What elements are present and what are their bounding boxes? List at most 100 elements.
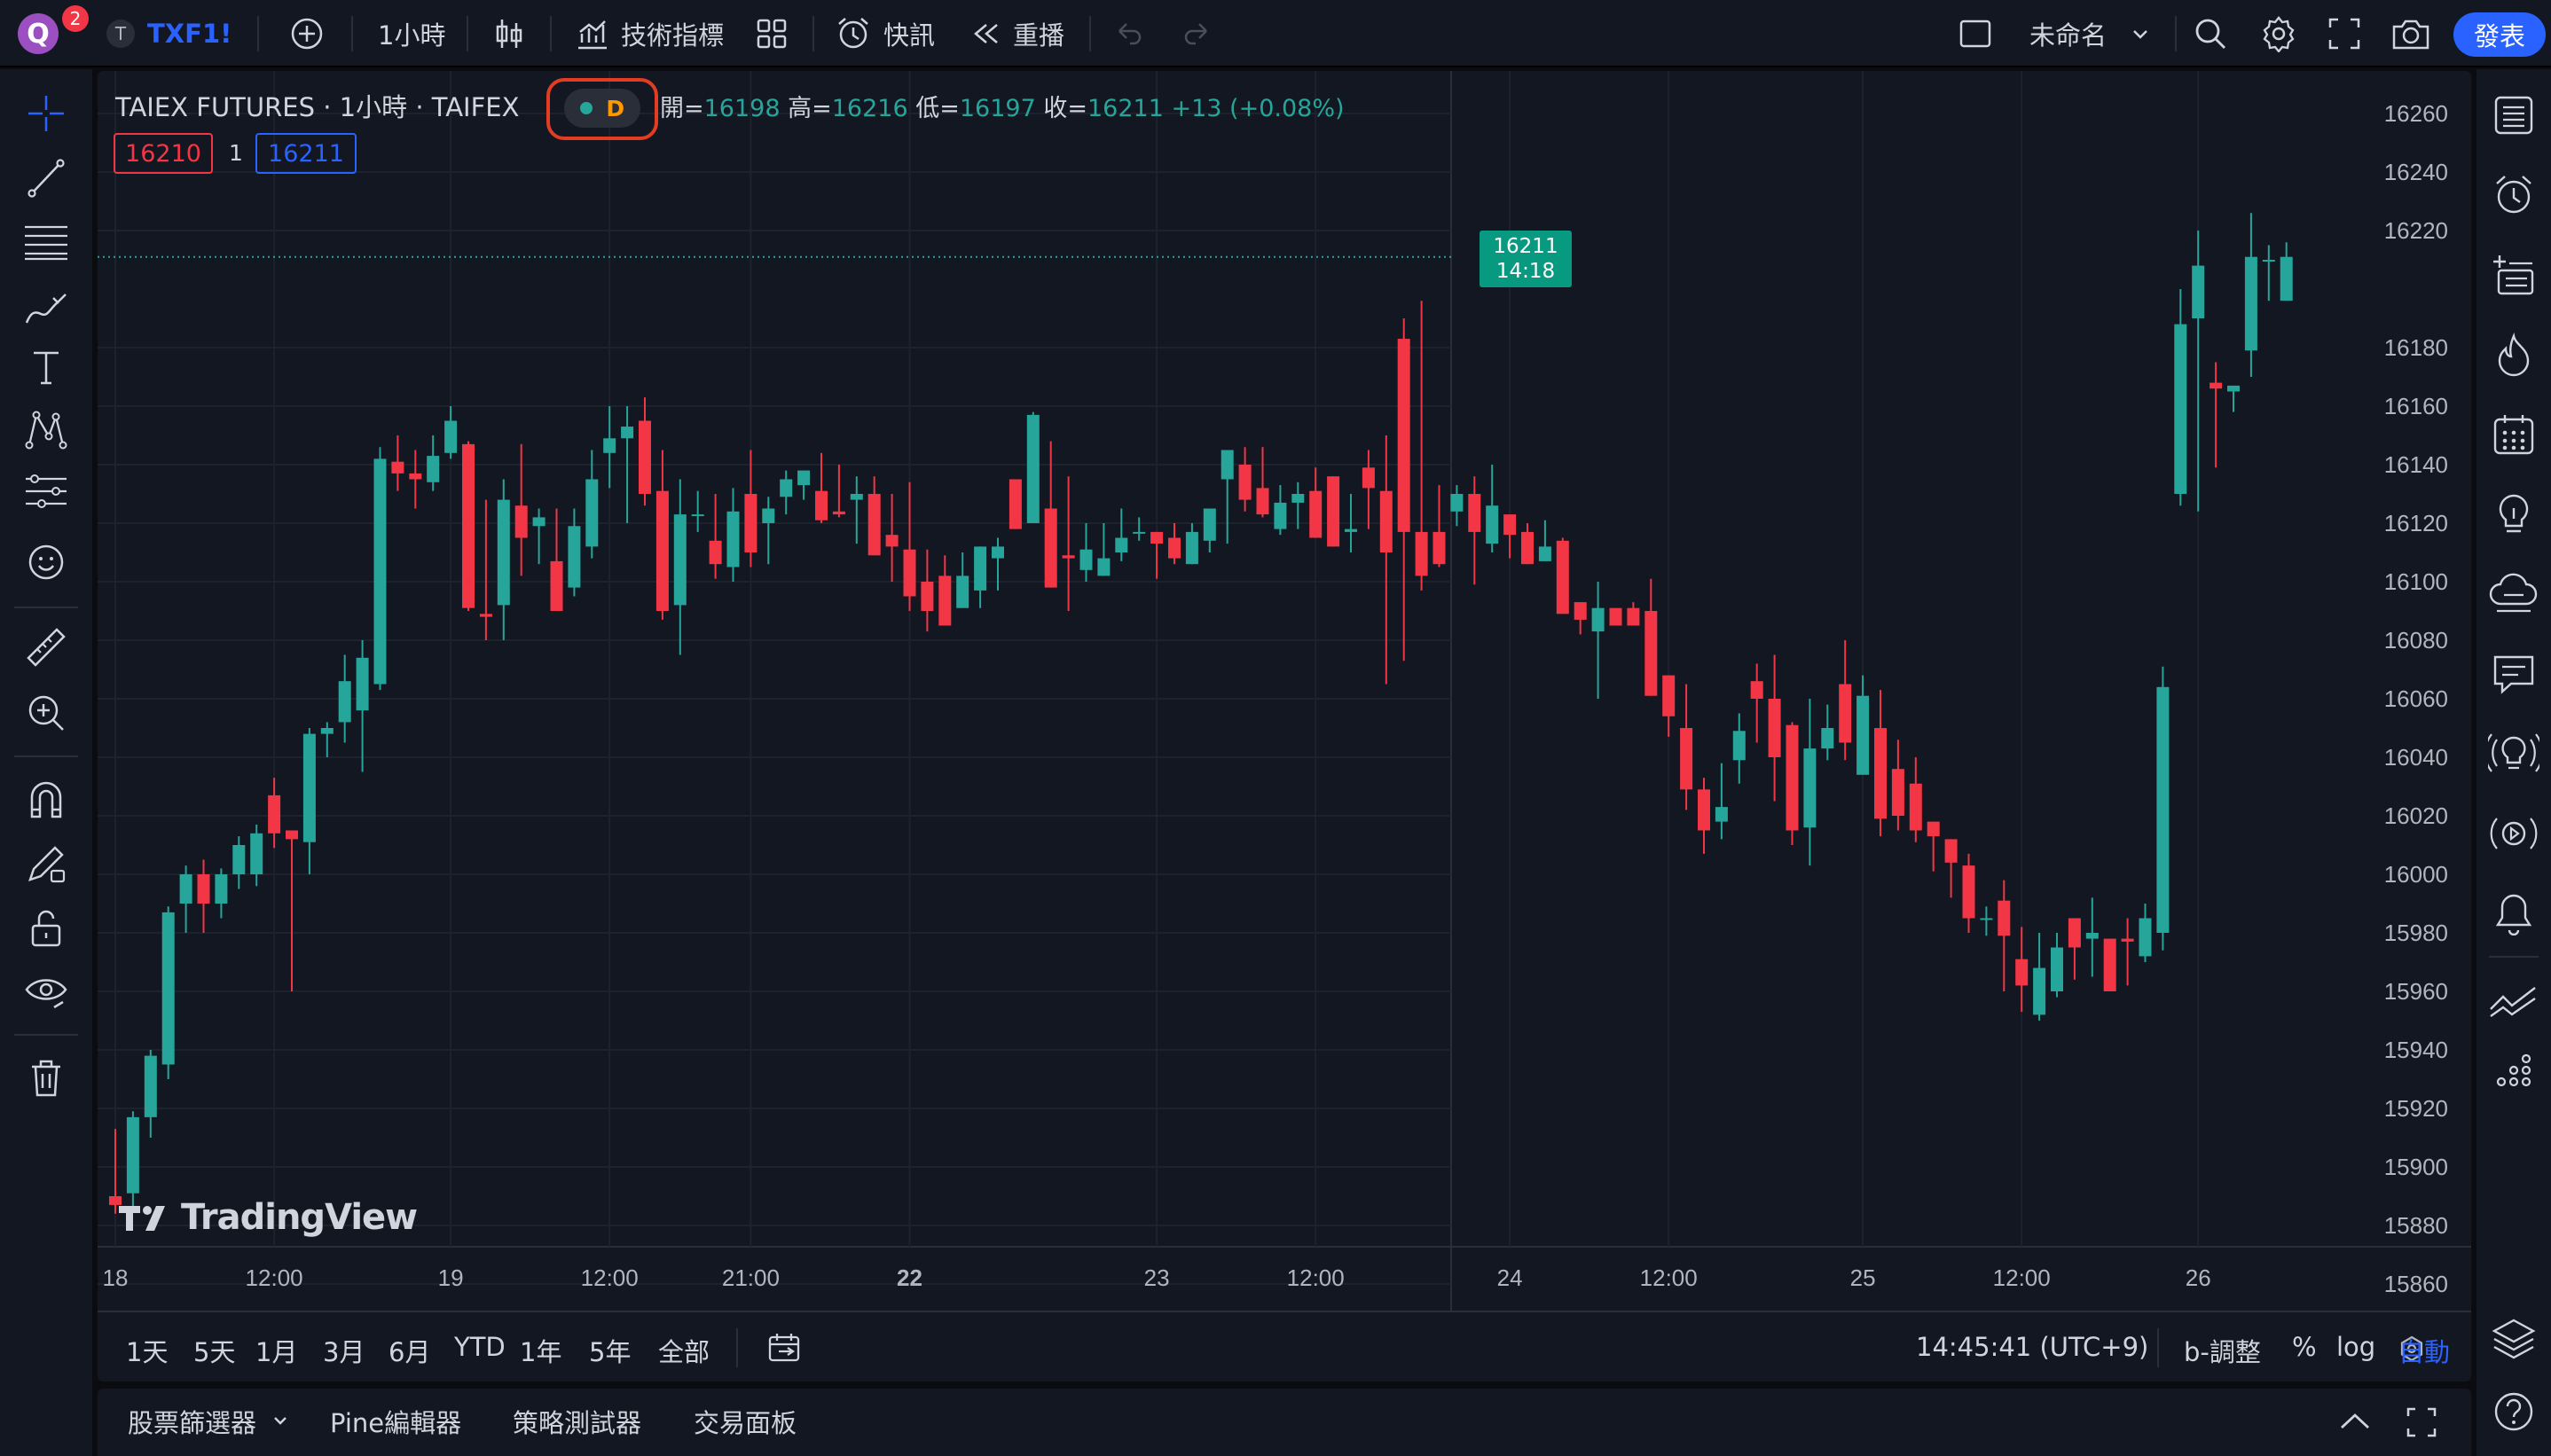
zoom-tool[interactable] (20, 686, 73, 740)
templates-button[interactable] (756, 0, 788, 67)
candle-body[interactable] (1503, 514, 1517, 536)
candle-body[interactable] (497, 499, 510, 606)
layout-name-button[interactable]: 未命名 (2029, 0, 2151, 67)
candle-body[interactable] (232, 845, 246, 874)
candle-body[interactable] (1150, 531, 1164, 544)
candle-body[interactable] (1062, 555, 1075, 559)
candle-body[interactable] (391, 461, 404, 474)
candle-body[interactable] (1944, 839, 1958, 863)
range-5-button[interactable]: YTD (454, 1332, 506, 1362)
candle-body[interactable] (2051, 947, 2063, 992)
candle-body[interactable] (1732, 731, 1746, 761)
search-button[interactable] (2193, 0, 2228, 67)
candle-body[interactable] (974, 546, 987, 591)
range-0-button[interactable]: 1天 (126, 1337, 169, 1367)
candle-body[interactable] (462, 443, 475, 608)
candle-body[interactable] (215, 874, 228, 904)
layers-button[interactable] (2487, 1312, 2540, 1366)
candle-body[interactable] (514, 505, 528, 538)
user-avatar[interactable]: Q 2 (18, 0, 89, 67)
candle-body[interactable] (1009, 479, 1022, 529)
hotlists-button[interactable] (2487, 328, 2540, 381)
candle-body[interactable] (1786, 724, 1799, 831)
snapshot-button[interactable] (2391, 0, 2430, 67)
candle-body[interactable] (2244, 256, 2257, 351)
chats-button[interactable] (2487, 647, 2540, 701)
icons-tool[interactable] (20, 536, 73, 589)
range-1-button[interactable]: 5天 (193, 1337, 236, 1367)
candle-body[interactable] (1415, 531, 1428, 576)
candle-body[interactable] (1821, 728, 1834, 749)
candle-body[interactable] (956, 575, 969, 608)
candle-body[interactable] (373, 458, 387, 685)
candle-body[interactable] (1362, 467, 1375, 489)
candle-body[interactable] (603, 438, 616, 453)
crosshair-tool[interactable] (20, 87, 73, 140)
candle-body[interactable] (2174, 324, 2187, 494)
candle-body[interactable] (161, 912, 175, 1065)
percent-toggle[interactable]: % (2292, 1332, 2317, 1362)
price-axis[interactable] (1451, 71, 2471, 1311)
candle-body[interactable] (1962, 865, 1975, 919)
candle-body[interactable] (709, 540, 722, 565)
fib-tool[interactable] (20, 215, 73, 268)
chevron-up-icon[interactable] (2338, 1408, 2372, 1435)
candle-body[interactable] (1115, 537, 1128, 553)
live-button[interactable] (2487, 807, 2540, 860)
candle-body[interactable] (1750, 681, 1763, 699)
candle-body[interactable] (1980, 918, 1993, 920)
range-8-button[interactable]: 全部 (658, 1337, 710, 1367)
compare-button[interactable] (289, 0, 325, 67)
candle-body[interactable] (1044, 508, 1057, 588)
forecast-tool[interactable] (20, 465, 73, 518)
candle-body[interactable] (1256, 488, 1269, 515)
candle-body[interactable] (1345, 528, 1357, 532)
candle-body[interactable] (744, 494, 757, 552)
candle-body[interactable] (1927, 821, 1940, 837)
calendar-button[interactable] (2487, 408, 2540, 461)
candle-body[interactable] (427, 456, 440, 482)
candle-body[interactable] (1168, 537, 1181, 559)
help-button[interactable] (2487, 1385, 2540, 1438)
candle-body[interactable] (585, 479, 599, 547)
layout-select-button[interactable] (1958, 0, 1992, 67)
bottom-tab-3[interactable]: 交易面板 (694, 1408, 797, 1438)
candle-body[interactable] (1644, 611, 1658, 696)
candle-body[interactable] (1891, 769, 1904, 816)
candle-body[interactable] (1521, 531, 1534, 565)
axis-settings-icon[interactable] (2397, 1334, 2427, 1364)
replay-button[interactable]: 重播 (970, 0, 1064, 67)
candle-body[interactable] (1309, 490, 1323, 538)
publish-button[interactable]: 發表 (2453, 12, 2546, 57)
interval-button[interactable]: 1小時 (378, 20, 446, 51)
streams-button[interactable] (2487, 727, 2540, 780)
candle-body[interactable] (356, 657, 369, 711)
candle-body[interactable] (1026, 414, 1040, 523)
candle-body[interactable] (673, 514, 687, 606)
range-3-button[interactable]: 3月 (323, 1337, 365, 1367)
candle-body[interactable] (1097, 558, 1111, 576)
log-toggle[interactable]: log (2336, 1332, 2376, 1362)
candle-body[interactable] (921, 582, 934, 611)
candle-body[interactable] (338, 681, 351, 723)
candle-body[interactable] (903, 549, 916, 597)
pattern-tool[interactable] (20, 403, 73, 456)
magnet-tool[interactable] (20, 773, 73, 826)
candle-body[interactable] (2033, 967, 2046, 1015)
candle-body[interactable] (2262, 260, 2275, 262)
candle-body[interactable] (1627, 607, 1640, 626)
candle-body[interactable] (815, 490, 828, 521)
candle-body[interactable] (621, 427, 634, 439)
brush-tool[interactable] (20, 278, 73, 332)
candle-body[interactable] (286, 830, 298, 840)
tradingview-watermark[interactable]: TradingView (117, 1197, 418, 1238)
lock-drawings-tool[interactable] (20, 901, 73, 954)
candle-body[interactable] (1909, 783, 1922, 831)
chart-type-button[interactable] (493, 0, 525, 67)
candle-body[interactable] (2068, 918, 2081, 948)
bottom-tab-2[interactable]: 策略測試器 (513, 1408, 642, 1438)
candle-body[interactable] (2015, 959, 2029, 986)
candle-body[interactable] (2210, 382, 2223, 389)
date-range-icon[interactable] (766, 1332, 802, 1366)
candle-body[interactable] (1274, 502, 1287, 529)
